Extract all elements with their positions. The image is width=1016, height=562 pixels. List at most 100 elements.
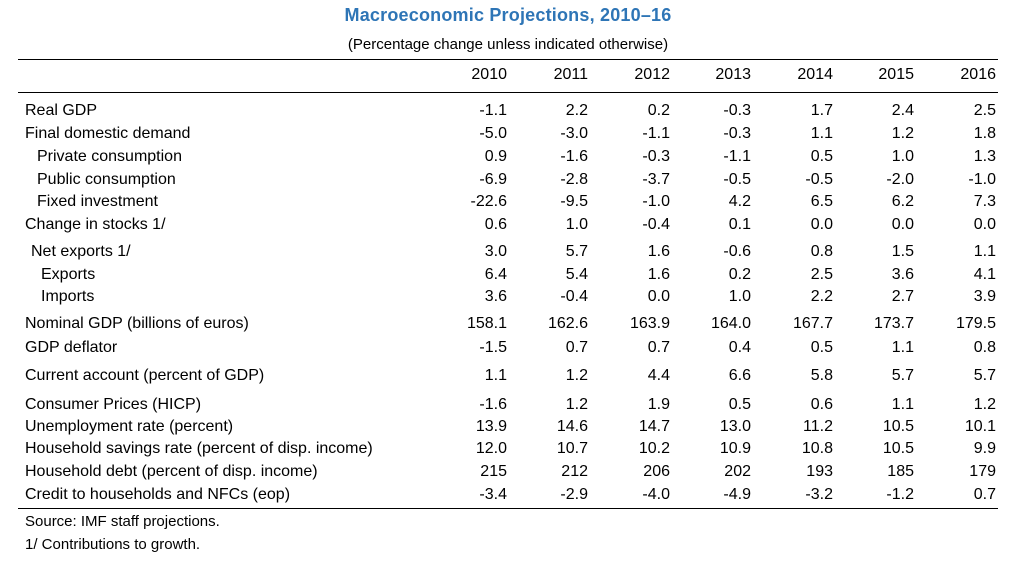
- value-cell: 9.9: [973, 440, 996, 457]
- value-cell: 1.1: [973, 243, 996, 260]
- value-cell: 1.1: [484, 367, 507, 384]
- value-cell: 3.0: [484, 243, 507, 260]
- value-cell: 2.4: [891, 102, 914, 119]
- value-cell: -1.0: [642, 193, 670, 210]
- value-cell: 1.3: [973, 148, 996, 165]
- row-label: Nominal GDP (billions of euros): [25, 315, 249, 332]
- value-cell: 5.8: [810, 367, 833, 384]
- value-cell: 1.1: [891, 396, 914, 413]
- value-cell: 0.5: [810, 148, 833, 165]
- value-cell: -1.1: [642, 125, 670, 142]
- value-cell: -1.6: [479, 396, 507, 413]
- table-row: Public consumption -6.9 -2.8 -3.7 -0.5 -0.5 -2…: [0, 169, 1016, 191]
- value-cell: 215: [480, 463, 507, 480]
- row-label: Current account (percent of GDP): [25, 367, 265, 384]
- value-cell: 206: [643, 463, 670, 480]
- value-cell: 4.2: [728, 193, 751, 210]
- value-cell: 1.6: [647, 243, 670, 260]
- value-cell: -0.4: [642, 216, 670, 233]
- value-cell: -1.1: [479, 102, 507, 119]
- value-cell: 0.8: [973, 339, 996, 356]
- value-cell: 5.7: [565, 243, 588, 260]
- value-cell: 1.0: [728, 288, 751, 305]
- table-row: Change in stocks 1/0.6 1.0 -0.4 0.1 0.0 0.0 0.…: [0, 214, 1016, 236]
- value-cell: 2.2: [810, 288, 833, 305]
- row-label: Change in stocks 1/: [25, 216, 166, 233]
- value-cell: 6.5: [810, 193, 833, 210]
- table-row: Household savings rate (percent of disp.…: [0, 438, 1016, 460]
- value-cell: -9.5: [560, 193, 588, 210]
- table-row: Final domestic demand -5.0 -3.0 -1.1 -0.3 1.1…: [0, 123, 1016, 145]
- row-label: Fixed investment: [37, 193, 158, 210]
- value-cell: -6.9: [479, 171, 507, 188]
- value-cell: 2.5: [973, 102, 996, 119]
- value-cell: -1.0: [968, 171, 996, 188]
- value-cell: 0.2: [728, 266, 751, 283]
- value-cell: 185: [887, 463, 914, 480]
- value-cell: 1.1: [891, 339, 914, 356]
- value-cell: 0.0: [973, 216, 996, 233]
- value-cell: 3.9: [973, 288, 996, 305]
- value-cell: -0.3: [723, 125, 751, 142]
- table-row: Current account (percent of GDP) 1.1 1.2 4.…: [0, 365, 1016, 387]
- table-title: Macroeconomic Projections, 2010–16: [344, 5, 672, 25]
- value-cell: -4.9: [723, 486, 751, 503]
- value-cell: 4.1: [973, 266, 996, 283]
- table-row: Imports 3.6 -0.4 0.0 1.0 2.2 2.7 3.9: [0, 286, 1016, 308]
- source-note: Source: IMF staff projections.: [25, 513, 220, 530]
- table-row: Net exports 1/3.0 5.7 1.6 -0.6 0.8 1.5 1.1: [0, 241, 1016, 263]
- value-cell: 158.1: [466, 315, 507, 332]
- value-cell: 3.6: [891, 266, 914, 283]
- table-row: Credit to households and NFCs (eop) -3.4 -…: [0, 484, 1016, 506]
- value-cell: 0.8: [810, 243, 833, 260]
- value-cell: 202: [724, 463, 751, 480]
- value-cell: 0.0: [647, 288, 670, 305]
- value-cell: 0.9: [484, 148, 507, 165]
- value-cell: 0.7: [973, 486, 996, 503]
- value-cell: 164.0: [710, 315, 751, 332]
- row-label: Exports: [41, 266, 96, 283]
- value-cell: 2.2: [565, 102, 588, 119]
- value-cell: 1.6: [647, 266, 670, 283]
- value-cell: 13.9: [475, 418, 507, 435]
- value-cell: 10.5: [882, 418, 914, 435]
- header-row: 2010 2011 2012 2013 2014 2015 2016: [0, 64, 1016, 86]
- value-cell: 0.2: [647, 102, 670, 119]
- value-cell: 5.7: [891, 367, 914, 384]
- year-header: 2014: [797, 66, 833, 83]
- value-cell: 1.0: [891, 148, 914, 165]
- table-row: Private consumption 0.9 -1.6 -0.3 -1.1 0.5 1.0…: [0, 146, 1016, 168]
- value-cell: -1.5: [479, 339, 507, 356]
- value-cell: 1.1: [810, 125, 833, 142]
- value-cell: 12.0: [475, 440, 507, 457]
- value-cell: 0.6: [810, 396, 833, 413]
- value-cell: 1.5: [891, 243, 914, 260]
- table-row: Unemployment rate (percent) 13.9 14.6 14.7 1…: [0, 416, 1016, 438]
- row-label: Household savings rate (percent of disp.…: [25, 440, 373, 457]
- value-cell: 0.0: [891, 216, 914, 233]
- value-cell: 1.2: [565, 396, 588, 413]
- year-header: 2016: [960, 66, 996, 83]
- value-cell: 2.5: [810, 266, 833, 283]
- table-subtitle: (Percentage change unless indicated othe…: [347, 36, 669, 53]
- value-cell: 0.4: [728, 339, 751, 356]
- value-cell: 5.4: [565, 266, 588, 283]
- row-label: Public consumption: [37, 171, 176, 188]
- value-cell: 10.9: [719, 440, 751, 457]
- value-cell: -0.6: [723, 243, 751, 260]
- value-cell: 179: [969, 463, 996, 480]
- value-cell: 0.7: [647, 339, 670, 356]
- value-cell: -0.3: [642, 148, 670, 165]
- value-cell: -4.0: [642, 486, 670, 503]
- row-label: GDP deflator: [25, 339, 118, 356]
- value-cell: 0.6: [484, 216, 507, 233]
- value-cell: -2.9: [560, 486, 588, 503]
- table-row: Exports 6.4 5.4 1.6 0.2 2.5 3.6 4.1: [0, 264, 1016, 286]
- value-cell: -22.6: [470, 193, 507, 210]
- value-cell: -0.5: [805, 171, 833, 188]
- top-rule: [18, 59, 998, 60]
- table-row: Fixed investment -22.6 -9.5 -1.0 4.2 6.5 6.2 7.…: [0, 191, 1016, 213]
- value-cell: 13.0: [719, 418, 751, 435]
- value-cell: 0.0: [810, 216, 833, 233]
- header-rule: [18, 92, 998, 93]
